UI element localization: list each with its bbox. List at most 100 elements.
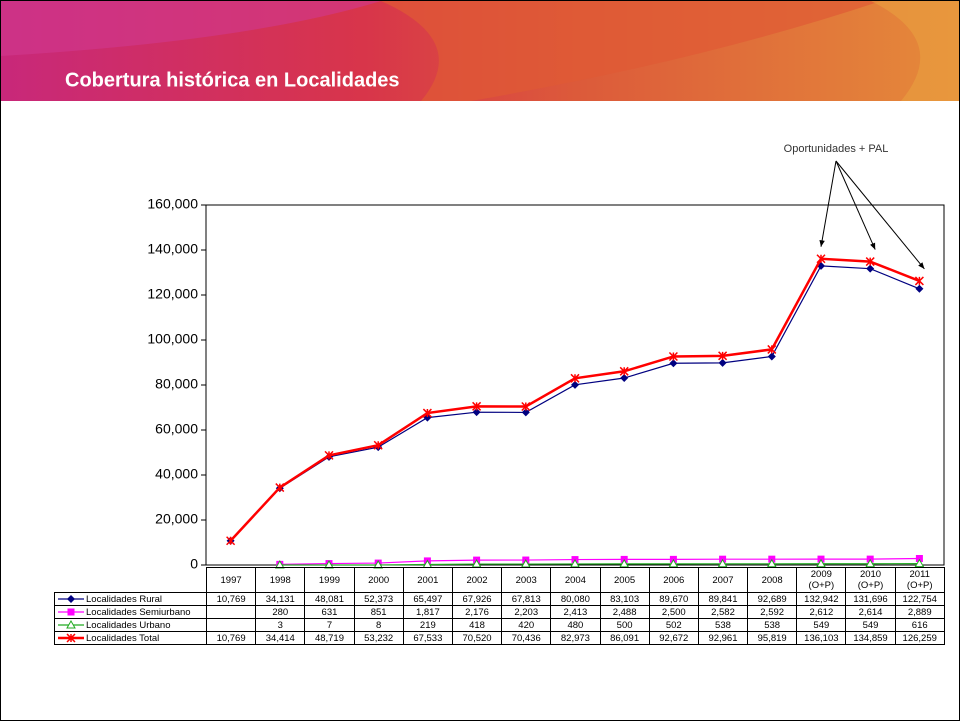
y-tick-label: 0 <box>190 556 198 572</box>
marker <box>865 257 875 267</box>
table-value: 10,769 <box>205 631 257 645</box>
x-tick-label: 2011 (O+P) <box>894 567 945 593</box>
x-tick-label: 1998 <box>255 567 306 593</box>
marker <box>668 558 679 568</box>
table-value: 89,841 <box>697 592 749 606</box>
marker <box>717 558 728 568</box>
y-tick-label: 60,000 <box>155 421 198 437</box>
table-value: 134,859 <box>845 631 896 645</box>
table-value: 2,614 <box>845 605 896 619</box>
marker <box>521 408 530 417</box>
marker <box>571 380 579 389</box>
annotation-arrow <box>820 160 837 247</box>
y-tick-label: 40,000 <box>155 466 198 482</box>
table-value <box>205 618 257 632</box>
marker <box>67 608 75 616</box>
marker <box>373 440 383 450</box>
annotation: Oportunidades + PAL <box>784 143 889 155</box>
marker <box>472 401 482 411</box>
y-tick-label: 100,000 <box>147 331 198 347</box>
table-value: 92,961 <box>697 631 749 645</box>
table-value: 500 <box>599 618 650 632</box>
table-value: 538 <box>697 618 749 632</box>
header-swoosh <box>1 1 381 56</box>
marker <box>914 276 924 286</box>
table-value: 2,413 <box>550 605 601 619</box>
x-tick-label: 2003 <box>501 567 552 593</box>
marker <box>619 558 630 568</box>
x-tick-label: 2006 <box>648 567 699 593</box>
legend-cell: Localidades Urbano <box>54 618 207 632</box>
table-value: 122,754 <box>894 592 945 606</box>
marker <box>66 633 76 643</box>
table-value: 136,103 <box>796 631 847 645</box>
table-value: 83,103 <box>599 592 650 606</box>
table-row: Localidades Rural 10,769 34,131 48,081 52,37… <box>54 592 945 606</box>
table-value: 92,672 <box>648 631 699 645</box>
annotation-arrow <box>835 160 925 270</box>
marker <box>275 483 285 493</box>
x-tick-label: 2002 <box>451 567 503 593</box>
y-tick-label: 160,000 <box>147 196 198 212</box>
header-swoosh <box>871 1 959 101</box>
table-value: 67,926 <box>451 592 503 606</box>
x-tick-label: 1997 <box>205 567 257 593</box>
marker <box>866 264 875 273</box>
table-value: 86,091 <box>599 631 650 645</box>
marker <box>718 358 727 367</box>
marker <box>67 594 75 603</box>
table-value: 70,520 <box>451 631 503 645</box>
table-value: 549 <box>796 618 847 632</box>
marker <box>766 558 777 568</box>
data-table: 1997 1998 1999 2000 2001 2002 2003 2004 2005 2006… <box>54 567 945 645</box>
legend-cell: Localidades Total <box>54 631 207 645</box>
legend-swatch <box>58 608 84 616</box>
x-tick-label: 1999 <box>304 567 355 593</box>
table-value: 70,436 <box>501 631 552 645</box>
annotation-arrow <box>835 160 876 250</box>
marker <box>226 536 236 546</box>
table-row: Localidades Semiurbano 280 631 851 1,817 2,17… <box>54 605 945 619</box>
marker <box>521 401 531 412</box>
marker <box>324 450 334 460</box>
marker <box>620 374 629 383</box>
marker <box>669 359 678 368</box>
legend-swatch <box>58 594 84 603</box>
table-value: 65,497 <box>402 592 453 606</box>
table-row: Localidades Total 10,769 34,414 48,719 53,23… <box>54 631 945 645</box>
table-value: 2,203 <box>501 605 552 619</box>
table-value: 851 <box>353 605 404 619</box>
table-value: 219 <box>402 618 453 632</box>
table-value: 480 <box>550 618 601 632</box>
x-tick-label: 2008 <box>747 567 798 593</box>
marker <box>816 558 826 568</box>
series-line <box>279 557 920 565</box>
marker <box>767 352 776 361</box>
legend-label: Localidades Semiurbano <box>86 606 191 618</box>
table-value: 1,817 <box>402 605 453 619</box>
marker <box>915 554 923 562</box>
arrow-head <box>918 262 925 269</box>
marker <box>570 373 580 383</box>
table-value: 2,612 <box>796 605 847 619</box>
marker <box>914 558 925 568</box>
table-value: 132,942 <box>796 592 847 606</box>
marker <box>718 351 728 361</box>
marker <box>767 344 777 354</box>
table-value: 89,670 <box>648 592 699 606</box>
legend-label: Localidades Rural <box>86 593 163 605</box>
table-value: 48,719 <box>304 631 355 645</box>
table-value: 616 <box>894 618 945 632</box>
arrow-head <box>870 242 876 250</box>
legend-swatch <box>58 633 84 643</box>
table-value: 34,414 <box>255 631 306 645</box>
marker <box>865 558 876 568</box>
table-value: 53,232 <box>353 631 404 645</box>
table-value: 52,373 <box>353 592 404 606</box>
series-line <box>229 257 920 542</box>
y-tick-label: 80,000 <box>155 376 198 392</box>
x-tick-label: 2001 <box>402 567 453 593</box>
table-value: 48,081 <box>304 592 355 606</box>
marker <box>619 366 629 376</box>
